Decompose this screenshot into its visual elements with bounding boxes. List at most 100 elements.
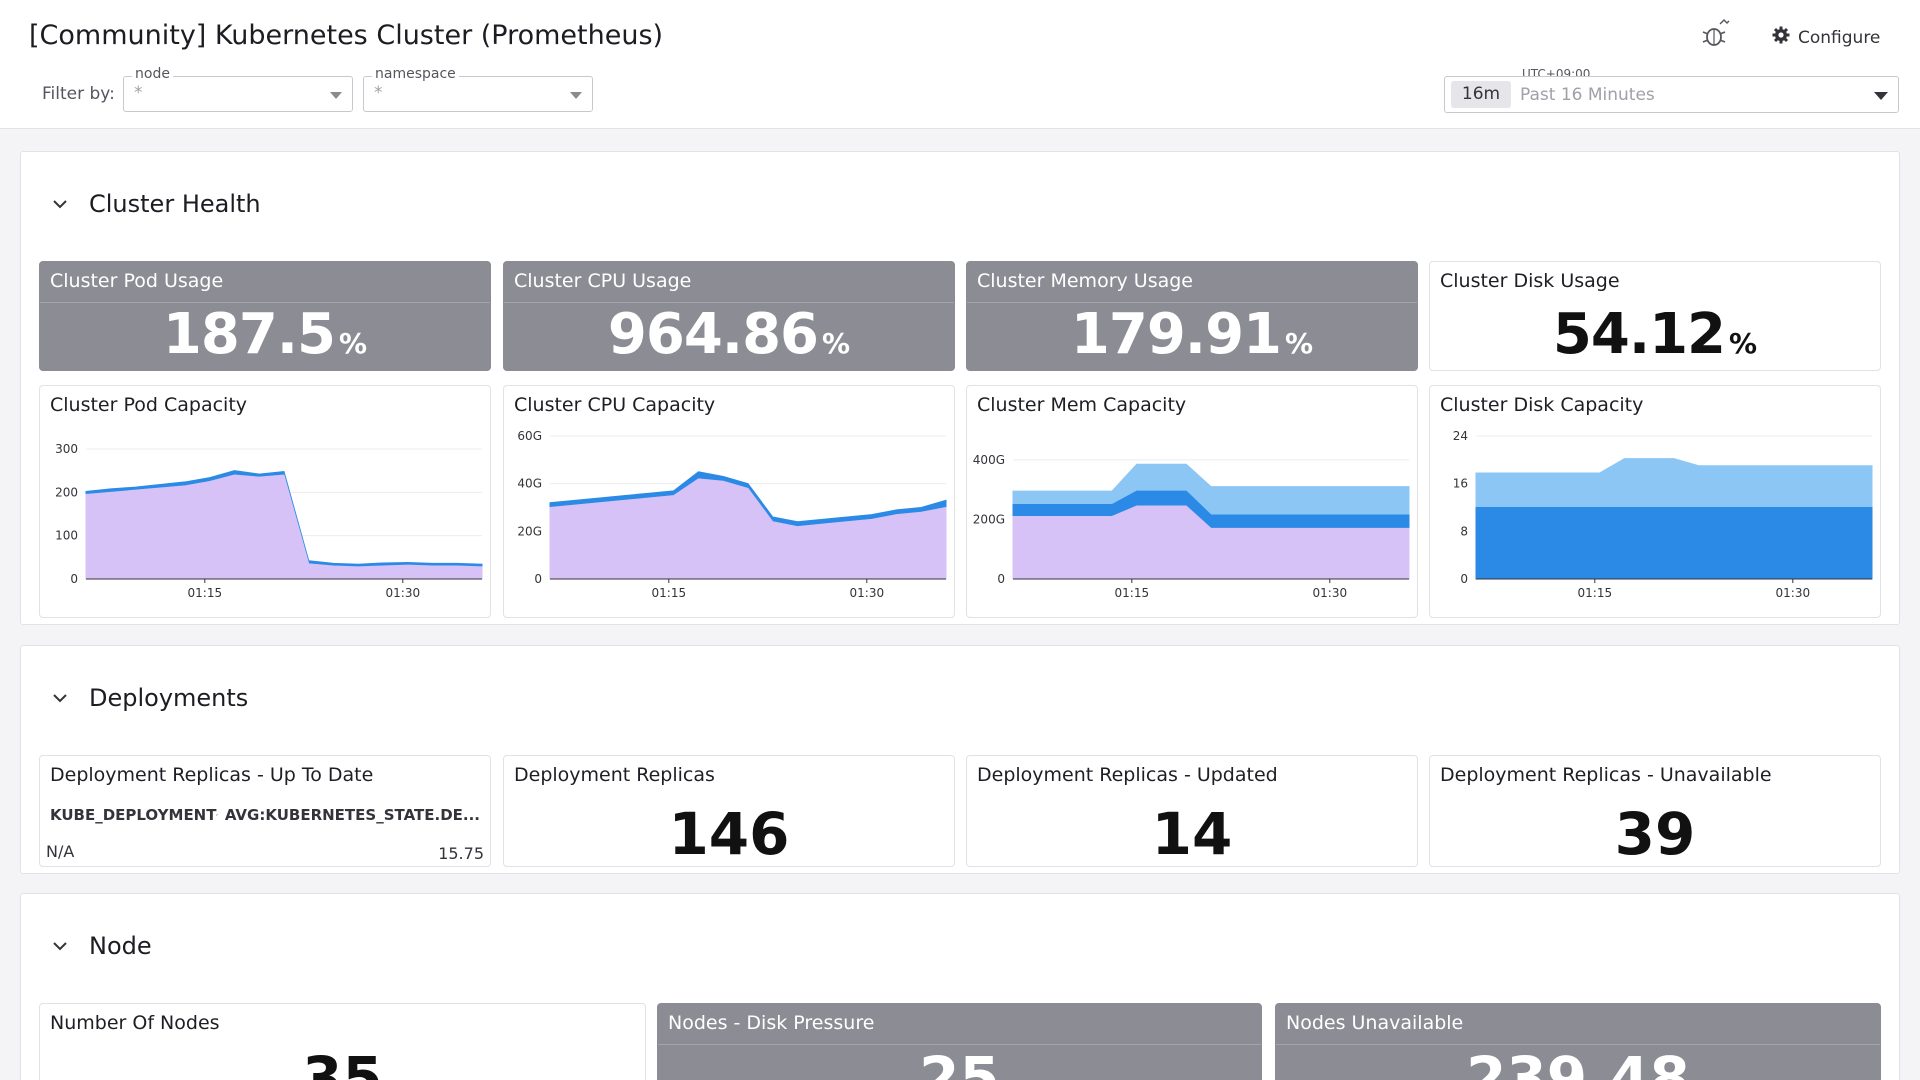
y-tick-label: 0	[70, 572, 78, 586]
series-area-0	[549, 478, 947, 580]
widget-title: Deployment Replicas - Unavailable	[1440, 764, 1772, 786]
widget-title: Nodes Unavailable	[1286, 1012, 1464, 1034]
series-area-0	[85, 474, 483, 580]
widget-value: 35	[302, 1044, 383, 1080]
widget-title: Deployment Replicas - Updated	[977, 764, 1278, 786]
nodes-unavailable-widget[interactable]: Nodes Unavailable 239.48	[1275, 1003, 1881, 1080]
y-tick-label: 0	[997, 572, 1005, 586]
widget-title: Cluster Disk Usage	[1440, 270, 1620, 292]
deployment-replicas-up-to-date-widget[interactable]: Deployment Replicas - Up To Date KUBE_DE…	[39, 755, 491, 867]
filter-label: Filter by:	[42, 84, 115, 104]
x-tick-label: 01:30	[1313, 586, 1348, 600]
configure-label: Configure	[1798, 27, 1881, 48]
group-title: Cluster Health	[89, 190, 261, 218]
widget-title: Cluster Mem Capacity	[977, 394, 1187, 416]
deployments-header[interactable]: Deployments	[51, 684, 248, 712]
y-tick-label: 100	[55, 529, 78, 543]
widget-value: 187.5%	[162, 302, 368, 367]
chevron-down-icon	[53, 942, 67, 951]
node-group: Node Number Of Nodes 35 Nodes - Disk Pre…	[20, 893, 1900, 1080]
x-tick-label: 01:15	[652, 586, 687, 600]
row-deployment-name: N/A	[46, 842, 75, 861]
bug-icon[interactable]	[1700, 18, 1732, 52]
x-tick-label: 01:15	[188, 586, 223, 600]
cluster-memory-usage-widget[interactable]: Cluster Memory Usage 179.91%	[966, 261, 1418, 371]
cpu-capacity-chart: 0 20G 40G 60G 01:15 01:30	[517, 429, 947, 600]
namespace-filter-value: *	[374, 83, 383, 103]
sort-icon[interactable]	[216, 806, 219, 824]
y-tick-label: 400G	[973, 453, 1005, 467]
y-tick-label: 200G	[973, 512, 1005, 526]
deployments-group: Deployments Deployment Replicas - Up To …	[20, 645, 1900, 874]
x-tick-label: 01:30	[850, 586, 885, 600]
node-filter-value: *	[134, 83, 143, 103]
group-title: Deployments	[89, 684, 249, 712]
y-tick-label: 8	[1460, 524, 1468, 538]
node-filter-label: node	[132, 66, 173, 82]
widget-value: 146	[668, 800, 790, 867]
y-tick-label: 20G	[517, 524, 542, 538]
dashboard-header: [Community] Kubernetes Cluster (Promethe…	[0, 0, 1920, 129]
widget-title: Number Of Nodes	[50, 1012, 220, 1034]
widget-value: 179.91%	[1070, 302, 1314, 367]
y-tick-label: 300	[55, 442, 78, 456]
cluster-cpu-capacity-widget[interactable]: Cluster CPU Capacity 0 20G 40G 60G 01:15 01:3…	[503, 385, 955, 618]
widget-title: Cluster Pod Usage	[50, 270, 224, 292]
chevron-down-icon	[330, 92, 342, 99]
widget-title: Deployment Replicas - Up To Date	[50, 764, 374, 786]
widget-title: Nodes - Disk Pressure	[668, 1012, 875, 1034]
widget-title: Cluster Memory Usage	[977, 270, 1193, 292]
widget-title: Cluster CPU Capacity	[514, 394, 716, 416]
y-tick-label: 200	[55, 485, 78, 499]
table-row[interactable]: N/A 15.75	[46, 842, 484, 866]
row-value: 15.75	[438, 844, 484, 863]
x-tick-label: 01:30	[386, 586, 421, 600]
cluster-pod-capacity-widget[interactable]: Cluster Pod Capacity 0 100 200 300 01:15 01:3…	[39, 385, 491, 618]
y-tick-label: 16	[1453, 477, 1468, 491]
cluster-disk-capacity-widget[interactable]: Cluster Disk Capacity 0 8 16 24 01:15 01:30	[1429, 385, 1881, 618]
y-tick-label: 24	[1453, 429, 1468, 443]
x-tick-label: 01:30	[1776, 586, 1811, 600]
cluster-disk-usage-widget[interactable]: Cluster Disk Usage 54.12%	[1429, 261, 1881, 371]
time-range-label: Past 16 Minutes	[1520, 85, 1655, 105]
namespace-filter-select[interactable]: namespace *	[363, 66, 593, 112]
chevron-down-icon	[1874, 92, 1888, 100]
namespace-filter-label: namespace	[372, 66, 459, 82]
node-header[interactable]: Node	[51, 932, 152, 960]
cluster-health-header[interactable]: Cluster Health	[51, 190, 261, 218]
x-tick-label: 01:15	[1115, 586, 1150, 600]
widget-value: 14	[1151, 800, 1233, 867]
mem-capacity-chart: 0 200G 400G 01:15 01:30	[973, 453, 1410, 600]
column-header-deployment[interactable]: KUBE_DEPLOYMENT	[50, 806, 217, 824]
chevron-down-icon	[53, 200, 67, 209]
node-filter-select[interactable]: node *	[123, 66, 353, 112]
cluster-mem-capacity-widget[interactable]: Cluster Mem Capacity 0 200G 400G 01:15 01:30	[966, 385, 1418, 618]
widget-title: Cluster Disk Capacity	[1440, 394, 1644, 416]
deployment-replicas-unavailable-widget[interactable]: Deployment Replicas - Unavailable 39	[1429, 755, 1881, 867]
deployment-replicas-widget[interactable]: Deployment Replicas 146	[503, 755, 955, 867]
widget-title: Cluster CPU Usage	[514, 270, 692, 292]
configure-button[interactable]: Configure	[1772, 26, 1880, 49]
disk-capacity-chart: 0 8 16 24 01:15 01:30	[1453, 429, 1873, 600]
nodes-disk-pressure-widget[interactable]: Nodes - Disk Pressure 25	[657, 1003, 1262, 1080]
time-range-picker[interactable]: 16m Past 16 Minutes	[1444, 76, 1899, 113]
cluster-pod-usage-widget[interactable]: Cluster Pod Usage 187.5%	[39, 261, 491, 371]
table-header: KUBE_DEPLOYMENT AVG:KUBERNETES_STATE.DE.…	[50, 806, 480, 824]
pod-capacity-chart: 0 100 200 300 01:15 01:30	[55, 442, 483, 600]
chevron-down-icon	[53, 694, 67, 703]
cluster-cpu-usage-widget[interactable]: Cluster CPU Usage 964.86%	[503, 261, 955, 371]
page-title: [Community] Kubernetes Cluster (Promethe…	[29, 20, 664, 51]
y-tick-label: 60G	[517, 429, 542, 443]
widget-value: 39	[1614, 800, 1696, 867]
cluster-health-group: Cluster Health Cluster Pod Usage 187.5% …	[20, 151, 1900, 625]
y-tick-label: 0	[1460, 572, 1468, 586]
widget-title: Cluster Pod Capacity	[50, 394, 248, 416]
series-area-0	[1012, 505, 1410, 580]
time-badge: 16m	[1451, 81, 1511, 108]
y-tick-label: 0	[534, 572, 542, 586]
number-of-nodes-widget[interactable]: Number Of Nodes 35	[39, 1003, 646, 1080]
deployment-replicas-updated-widget[interactable]: Deployment Replicas - Updated 14	[966, 755, 1418, 867]
widget-value: 239.48	[1466, 1044, 1690, 1080]
x-tick-label: 01:15	[1578, 586, 1613, 600]
column-header-avg[interactable]: AVG:KUBERNETES_STATE.DE...	[224, 806, 480, 824]
